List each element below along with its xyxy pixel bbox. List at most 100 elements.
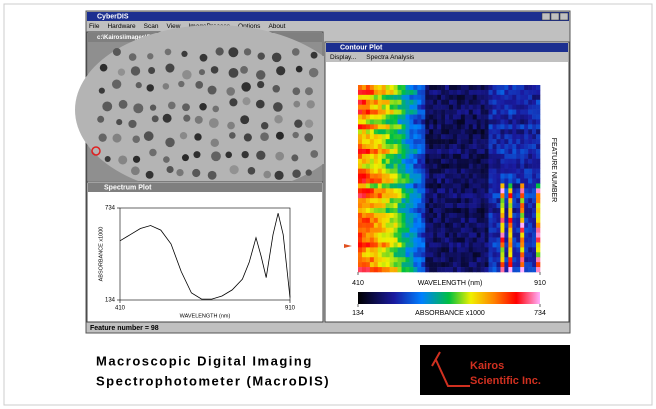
heatmap-cell: [366, 238, 370, 243]
heatmap-cell: [504, 105, 508, 110]
heatmap-cell: [508, 213, 512, 218]
heatmap-cell: [374, 174, 378, 179]
heatmap-cell: [437, 208, 441, 213]
heatmap-cell: [358, 223, 362, 228]
heatmap-cell: [528, 262, 532, 267]
menu-item[interactable]: Hardware: [107, 23, 136, 30]
menu-item[interactable]: Spectra Analysis: [366, 54, 415, 61]
heatmap-cell: [536, 95, 540, 100]
heatmap-cell: [362, 154, 366, 159]
heatmap-cell: [532, 105, 536, 110]
heatmap-cell: [417, 124, 421, 129]
heatmap-cell: [465, 179, 469, 184]
heatmap-cell: [394, 90, 398, 95]
heatmap-cell: [489, 129, 493, 134]
heatmap-cell: [402, 144, 406, 149]
heatmap-cell: [449, 262, 453, 267]
menu-item[interactable]: About: [268, 23, 285, 30]
heatmap-cell: [362, 233, 366, 238]
heatmap-cell: [520, 154, 524, 159]
heatmap-cell: [409, 154, 413, 159]
colorbar-tick-label: 734: [534, 310, 546, 317]
y-axis-label: ABSORBANCE x1000: [98, 227, 104, 282]
heatmap-cell: [413, 95, 417, 100]
heatmap-cell: [425, 85, 429, 90]
heatmap-cell: [504, 247, 508, 252]
heatmap-cell: [520, 262, 524, 267]
colony: [99, 134, 107, 142]
heatmap-cell: [441, 233, 445, 238]
heatmap-cell: [445, 179, 449, 184]
heatmap-cell: [437, 119, 441, 124]
heatmap-cell: [405, 252, 409, 257]
heatmap-cell: [413, 203, 417, 208]
heatmap-cell: [421, 208, 425, 213]
heatmap-cell: [394, 129, 398, 134]
menu-item[interactable]: Display...: [330, 54, 356, 61]
heatmap-cell: [370, 252, 374, 257]
x-axis-label: WAVELENGTH (nm): [180, 313, 231, 319]
menu-item[interactable]: File: [89, 23, 100, 30]
heatmap-cell: [465, 198, 469, 203]
heatmap-cell: [465, 169, 469, 174]
heatmap-cell: [536, 139, 540, 144]
heatmap-cell: [382, 183, 386, 188]
heatmap-cell: [512, 193, 516, 198]
heatmap-cell: [402, 252, 406, 257]
heatmap-cell: [413, 183, 417, 188]
heatmap-cell: [362, 95, 366, 100]
heatmap-cell: [496, 247, 500, 252]
heatmap-cell: [520, 159, 524, 164]
heatmap-cell: [528, 193, 532, 198]
heatmap-cell: [366, 262, 370, 267]
heatmap-cell: [524, 242, 528, 247]
heatmap-cell: [485, 267, 489, 272]
heatmap-cell: [477, 85, 481, 90]
heatmap-cell: [374, 169, 378, 174]
heatmap-cell: [508, 105, 512, 110]
heatmap-cell: [374, 183, 378, 188]
heatmap-cell: [405, 154, 409, 159]
heatmap-cell: [433, 262, 437, 267]
heatmap-cell: [504, 203, 508, 208]
heatmap-cell: [394, 188, 398, 193]
heatmap-cell: [405, 228, 409, 233]
window-button[interactable]: [560, 13, 568, 20]
heatmap-cell: [536, 159, 540, 164]
heatmap-cell: [453, 218, 457, 223]
heatmap-cell: [437, 159, 441, 164]
heatmap-cell: [536, 223, 540, 228]
heatmap-cell: [425, 174, 429, 179]
heatmap-cell: [500, 100, 504, 105]
heatmap-cell: [465, 193, 469, 198]
heatmap-cell: [504, 238, 508, 243]
heatmap-cell: [532, 218, 536, 223]
heatmap-cell: [378, 85, 382, 90]
heatmap-cell: [405, 218, 409, 223]
heatmap-cell: [413, 218, 417, 223]
window-button[interactable]: [542, 13, 550, 20]
heatmap-cell: [481, 119, 485, 124]
heatmap-cell: [477, 174, 481, 179]
heatmap-cell: [516, 159, 520, 164]
heatmap-cell: [457, 179, 461, 184]
heatmap-cell: [382, 208, 386, 213]
heatmap-cell: [520, 267, 524, 272]
heatmap-cell: [504, 267, 508, 272]
heatmap-cell: [386, 223, 390, 228]
heatmap-cell: [477, 105, 481, 110]
heatmap-cell: [512, 110, 516, 115]
heatmap-cell: [441, 174, 445, 179]
heatmap-cell: [362, 242, 366, 247]
heatmap-cell: [496, 174, 500, 179]
heatmap-cell: [358, 242, 362, 247]
heatmap-cell: [496, 179, 500, 184]
heatmap-cell: [382, 228, 386, 233]
heatmap-cell: [496, 242, 500, 247]
heatmap-cell: [524, 233, 528, 238]
window-button[interactable]: [551, 13, 559, 20]
heatmap-cell: [465, 242, 469, 247]
heatmap-cell: [493, 129, 497, 134]
menu-item[interactable]: Scan: [144, 23, 159, 30]
heatmap-cell: [508, 174, 512, 179]
